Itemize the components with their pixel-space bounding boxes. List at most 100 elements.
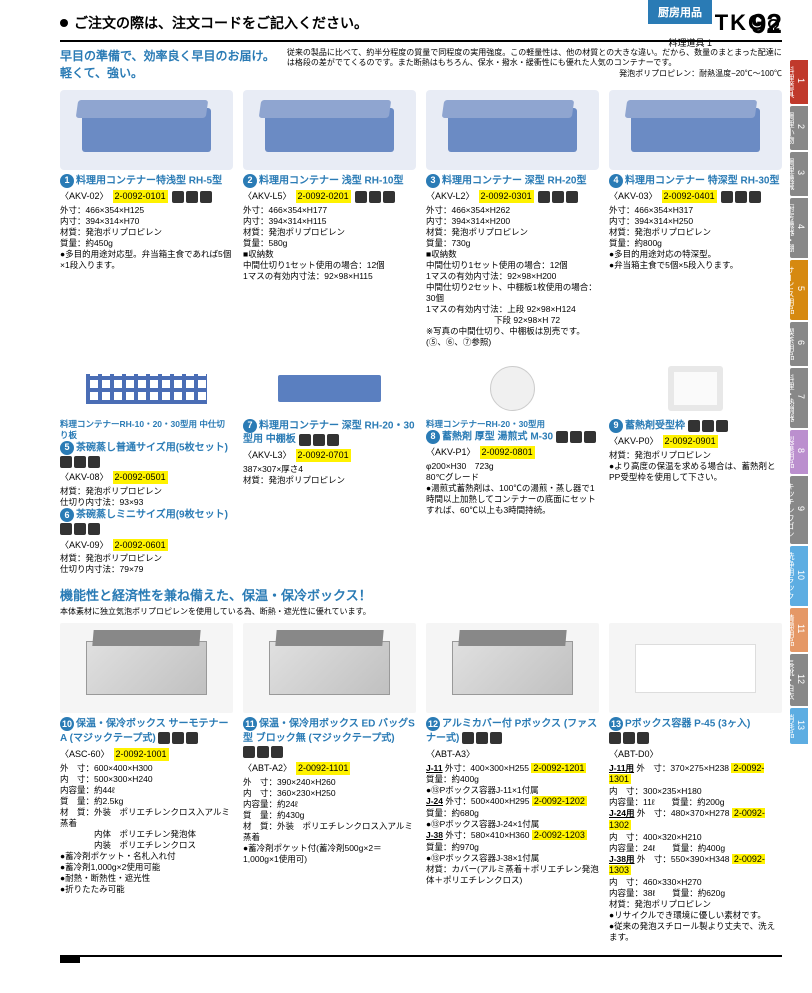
side-tab[interactable]: 12長靴・白衣 — [790, 654, 808, 706]
product-item: 9蓄熱剤受型枠 〈AKV-P0〉2-0092-0901材質：発泡ポリプロピレン●… — [609, 359, 782, 576]
side-tab[interactable]: 1料理道具 — [790, 60, 808, 104]
product-image — [426, 90, 599, 170]
side-tab[interactable]: 8製菓用品 — [790, 430, 808, 474]
product-specs: 外寸：466×354×H317内寸：394×314×H250材質：発泡ポリプロピ… — [609, 205, 782, 271]
product-footer: 材質：発泡ポリプロピレン●リサイクルでき環境に優しい素材です。●従来の発泡スチロ… — [609, 899, 782, 943]
product-sku: 〈ASC-60〉 — [60, 748, 110, 761]
product-specs: 外寸：466×354×H125内寸：394×314×H70材質：発泡ポリプロピレ… — [60, 205, 233, 271]
product-code: 2-0092-0301 — [479, 190, 534, 203]
spec-icon — [257, 746, 269, 758]
spec-icon — [172, 191, 184, 203]
product-specs: 387×307×厚さ4材質：発泡ポリプロピレン — [243, 464, 416, 486]
product-row-1: 1料理用コンテナー特浅型 RH-5型〈AKV-02〉 2-0092-0101 外寸：… — [60, 90, 782, 349]
product-code: 2-0092-1001 — [114, 748, 169, 761]
product-title: 6茶碗蒸しミニサイズ用(9枚セット) — [60, 508, 233, 537]
product-sku: 〈ABT-A2〉 — [243, 762, 292, 775]
product-code: 2-0092-0101 — [113, 190, 168, 203]
product-title: 8蓄熱剤 厚型 湯煎式 M-30 — [426, 430, 599, 445]
product-image — [609, 359, 782, 419]
product-image — [609, 623, 782, 713]
product-specs: 材質：発泡ポリプロピレン仕切り内寸法：93×93 — [60, 486, 233, 508]
spec-icon — [60, 456, 72, 468]
bullet-icon — [60, 19, 68, 27]
product-title: 10保温・保冷ボックス サーモテナーA (マジックテープ式) — [60, 717, 233, 746]
variant-row: J-38 外寸：580×410×H360 2-0092-1203質量：約970g… — [426, 830, 599, 864]
spec-icon — [186, 191, 198, 203]
spec-icon — [552, 191, 564, 203]
spec-icon — [566, 191, 578, 203]
side-tab[interactable]: 13消耗品 — [790, 708, 808, 744]
product-code: 2-0092-1202 — [532, 796, 587, 806]
product-code: 2-0092-0401 — [662, 190, 717, 203]
spec-icon — [623, 732, 635, 744]
product-specs: 材質：発泡ポリプロピレン●より高度の保温を求める場合は、蓄熱剤とPP受型枠を使用… — [609, 450, 782, 483]
spec-icon — [60, 523, 72, 535]
product-sku: 〈AKV-09〉 — [60, 539, 109, 552]
product-item: 2料理用コンテナー 浅型 RH-10型〈AKV-L5〉2-0092-0201外寸… — [243, 90, 416, 349]
spec-icon — [355, 191, 367, 203]
product-title: 13Pボックス容器 P-45 (3ヶ入) — [609, 717, 782, 746]
product-item: 7料理用コンテナー 深型 RH-20・30型用 中棚板 〈AKV-L3〉 2-00… — [243, 359, 416, 576]
side-tab[interactable]: 3調理機械 — [790, 152, 808, 196]
product-sku: 〈AKV-L3〉 — [243, 449, 292, 462]
section-headline: 機能性と経済性を兼ね備えた、保温・保冷ボックス！ — [60, 585, 782, 604]
side-tab[interactable]: 11清掃用品 — [790, 608, 808, 652]
footer-bar — [60, 955, 782, 963]
product-title: 2料理用コンテナー 浅型 RH-10型 — [243, 174, 416, 189]
spec-icon — [383, 191, 395, 203]
spec-icon — [243, 746, 255, 758]
intro-block: 早目の準備で、効率良く早目のお届け。 軽くて、強い。 従来の製品に比べて、約半分… — [60, 48, 782, 82]
product-image — [426, 359, 599, 419]
spec-icon — [584, 431, 596, 443]
header-notice: ご注文の際は、注文コードをご記入ください。 — [74, 13, 368, 33]
spec-icon — [200, 191, 212, 203]
side-tab[interactable]: 2調理小物 — [790, 106, 808, 150]
product-item: 料理コンテナーRH-20・30型用8蓄熱剤 厚型 湯煎式 M-30 〈AKV-P… — [426, 359, 599, 576]
variant-row: J-11 外寸：400×300×H255 2-0092-1201質量：約400g… — [426, 763, 599, 797]
product-specs: 外 寸：390×240×H260内 寸：360×230×H250内容量：約24ℓ… — [243, 777, 416, 865]
product-image — [60, 359, 233, 419]
spec-icon — [735, 191, 747, 203]
spec-icon — [271, 746, 283, 758]
product-sku: 〈AKV-L5〉 — [243, 190, 292, 203]
section-sub: 本体素材に独立気泡ポリプロピレンを使用している為、断熱・遮光性に優れています。 — [60, 606, 782, 617]
spec-icon — [609, 732, 621, 744]
product-code: 2-0092-0901 — [663, 435, 718, 448]
product-item: 13Pボックス容器 P-45 (3ヶ入) 〈ABT-D0〉J-11用 外 寸：3… — [609, 623, 782, 943]
spec-icon — [490, 732, 502, 744]
side-tab[interactable]: 5サービス用品 — [790, 260, 808, 320]
subcategory: 料理道具 1 — [668, 36, 712, 49]
product-row-2: 料理コンテナーRH-10・20・30型用 中仕切り板5茶碗蒸し普通サイズ用(5枚… — [60, 359, 782, 576]
product-image — [243, 623, 416, 713]
side-tab[interactable]: 7料理・熱燗器 — [790, 368, 808, 428]
product-code: 2-0092-0201 — [296, 190, 351, 203]
product-specs: 外 寸：600×400×H300内 寸：500×300×H240内容量：約44ℓ… — [60, 763, 233, 896]
spec-icon — [158, 732, 170, 744]
spec-icon — [570, 431, 582, 443]
product-sku: 〈AKV-02〉 — [60, 190, 109, 203]
product-code: 2-0092-0701 — [296, 449, 351, 462]
product-title: 12アルミカバー付 Pボックス (ファスナー式) — [426, 717, 599, 746]
spec-icon — [369, 191, 381, 203]
side-tab[interactable]: 6喫茶用品 — [790, 322, 808, 366]
spec-icon — [716, 420, 728, 432]
product-row-3: 10保温・保冷ボックス サーモテナーA (マジックテープ式) 〈ASC-60〉 2… — [60, 623, 782, 943]
product-image — [609, 90, 782, 170]
product-sku: 〈AKV-P1〉 — [426, 446, 476, 459]
product-title: 5茶碗蒸し普通サイズ用(5枚セット) — [60, 441, 233, 470]
product-title: 3料理用コンテナー 深型 RH-20型 — [426, 174, 599, 189]
side-tab[interactable]: 4厨房機器・棚 — [790, 198, 808, 258]
product-sku: 〈AKV-L2〉 — [426, 190, 475, 203]
spec-icon — [637, 732, 649, 744]
side-tab[interactable]: 9キッチンワゴン — [790, 476, 808, 544]
spec-icon — [538, 191, 550, 203]
variant-row: J-38用 外 寸：550×390×H348 2-0092-1303内 寸：46… — [609, 854, 782, 899]
variant-row: J-24 外寸：500×400×H295 2-0092-1202質量：約680g… — [426, 796, 599, 830]
product-item: 11保温・保冷用ボックス ED バッグS型 ブロック無 (マジックテープ式) 〈… — [243, 623, 416, 943]
side-tab[interactable]: 10洗浄用ラック — [790, 546, 808, 606]
product-title: 7料理用コンテナー 深型 RH-20・30型用 中棚板 — [243, 419, 416, 448]
product-sku: 〈ABT-D0〉 — [609, 748, 659, 761]
side-tab-nav: 1料理道具 2調理小物 3調理機械 4厨房機器・棚 5サービス用品 6喫茶用品 7料理・熱燗… — [790, 60, 808, 744]
spec-icon — [172, 732, 184, 744]
product-title: 1料理用コンテナー特浅型 RH-5型 — [60, 174, 233, 189]
